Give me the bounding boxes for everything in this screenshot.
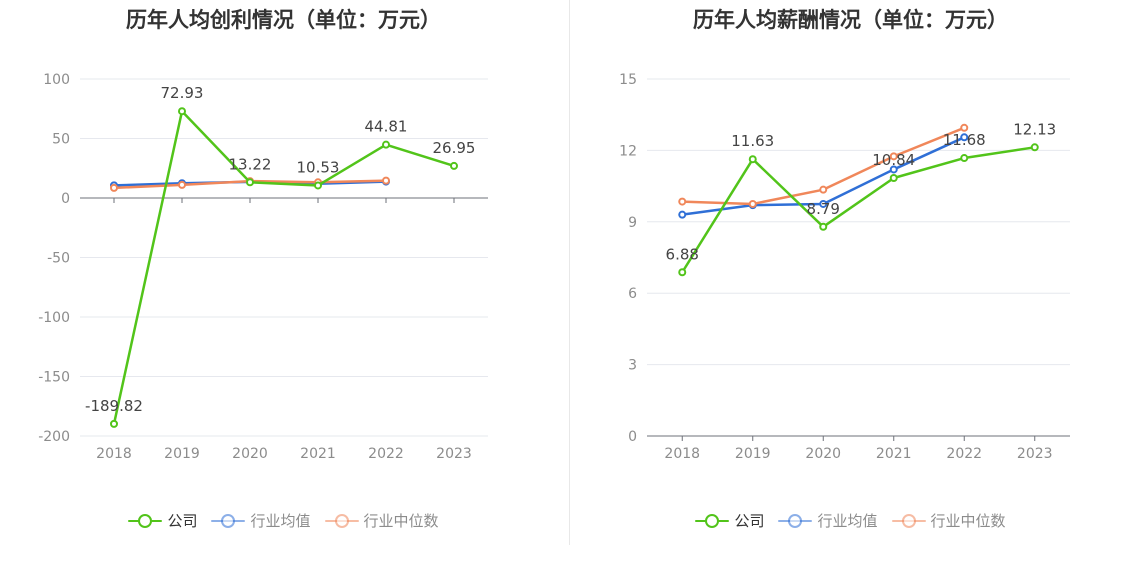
legend-item-industry-average[interactable]: 行业均值 xyxy=(211,510,311,531)
profit-chart-title: 历年人均创利情况（单位：万元） xyxy=(126,8,441,32)
legend-item-company[interactable]: 公司 xyxy=(128,510,197,531)
x-tick-label: 2021 xyxy=(876,446,912,462)
y-tick-label: 50 xyxy=(52,132,70,148)
data-point-company[interactable] xyxy=(678,268,687,277)
x-tick-label: 2020 xyxy=(232,446,268,462)
legend-swatch-company xyxy=(695,513,730,528)
data-point-industry-average[interactable] xyxy=(819,199,828,208)
legend-label-company: 公司 xyxy=(167,512,198,530)
x-tick-label: 2018 xyxy=(96,446,132,462)
data-point-company[interactable] xyxy=(382,140,390,149)
legend-item-industry-median[interactable]: 行业中位数 xyxy=(324,510,439,531)
legend-swatch-industry-average xyxy=(778,513,813,528)
x-tick-label: 2021 xyxy=(300,446,336,462)
x-tick-label: 2020 xyxy=(805,446,841,462)
y-tick-label: -100 xyxy=(38,310,70,326)
x-tick-label: 2023 xyxy=(1017,446,1053,462)
y-tick-label: -50 xyxy=(47,251,70,267)
profit-chart-panel: 历年人均创利情况（单位：万元） 100 50 0 -50 -100 -150 -200 201… xyxy=(0,8,567,531)
data-point-company[interactable] xyxy=(450,161,458,170)
salary-chart-legend: 公司 行业均值 行业中位数 xyxy=(567,510,1134,531)
x-tick-label: 2022 xyxy=(368,446,404,462)
panel-divider xyxy=(569,0,570,545)
y-tick-label: 12 xyxy=(619,143,637,159)
data-label-company: 6.88 xyxy=(666,245,699,263)
legend-label-industry-average: 行业均值 xyxy=(817,512,878,530)
data-point-industry-average[interactable] xyxy=(960,133,969,142)
legend-item-company[interactable]: 公司 xyxy=(695,510,764,531)
series-line-company xyxy=(681,146,1035,273)
legend-item-industry-average[interactable]: 行业均值 xyxy=(778,510,878,531)
data-label-company: 44.81 xyxy=(365,118,408,136)
data-point-industry-median[interactable] xyxy=(889,152,898,161)
y-tick-label: -150 xyxy=(38,370,70,386)
data-label-company: 72.93 xyxy=(161,84,204,102)
x-tick-label: 2023 xyxy=(436,446,472,462)
data-point-company[interactable] xyxy=(889,174,898,183)
y-tick-label: -200 xyxy=(38,429,70,445)
data-point-industry-average[interactable] xyxy=(678,210,687,219)
legend-label-company: 公司 xyxy=(734,512,765,530)
data-point-company[interactable] xyxy=(819,222,828,231)
legend-label-industry-average: 行业均值 xyxy=(250,512,311,530)
salary-chart-title: 历年人均薪酬情况（单位：万元） xyxy=(693,8,1008,32)
data-point-industry-median[interactable] xyxy=(110,183,118,192)
series-line-company xyxy=(112,109,455,425)
data-label-company: 11.63 xyxy=(731,132,774,150)
data-point-industry-median[interactable] xyxy=(382,176,390,185)
y-tick-label: 6 xyxy=(628,286,637,302)
y-tick-label: 0 xyxy=(628,429,637,445)
data-point-industry-median[interactable] xyxy=(178,180,186,189)
legend-label-industry-median: 行业中位数 xyxy=(363,512,439,530)
y-tick-label: 9 xyxy=(628,215,637,231)
y-tick-label: 15 xyxy=(619,72,637,88)
data-label-company: -189.82 xyxy=(85,397,143,415)
salary-chart-panel: 历年人均薪酬情况（单位：万元） 15 12 9 6 3 0 2018 2019 2020 2021… xyxy=(567,0,1134,582)
y-tick-label: 0 xyxy=(61,191,70,207)
legend-label-industry-median: 行业中位数 xyxy=(930,512,1006,530)
data-label-company: 10.84 xyxy=(872,151,915,169)
data-label-company: 26.95 xyxy=(433,139,476,157)
salary-chart-plot: 15 12 9 6 3 0 2018 2019 2020 2021 2022 2023 6.88 11.6… xyxy=(619,72,1070,462)
data-point-industry-median[interactable] xyxy=(960,123,969,132)
data-point-company[interactable] xyxy=(748,155,757,164)
legend-swatch-company xyxy=(128,513,163,528)
data-label-company: 11.68 xyxy=(943,131,986,149)
profit-chart-plot: 100 50 0 -50 -100 -150 -200 2018 2019 2020 2021 202… xyxy=(38,72,488,462)
data-label-company: 8.79 xyxy=(807,200,840,218)
data-point-company[interactable] xyxy=(110,419,118,428)
data-point-company[interactable] xyxy=(1030,143,1039,152)
legend-item-industry-median[interactable]: 行业中位数 xyxy=(891,510,1006,531)
data-label-company: 13.22 xyxy=(229,155,272,173)
x-tick-label: 2018 xyxy=(664,446,700,462)
data-point-industry-average[interactable] xyxy=(889,165,898,174)
x-tick-label: 2022 xyxy=(946,446,982,462)
y-tick-label: 3 xyxy=(628,358,637,374)
x-tick-label: 2019 xyxy=(164,446,200,462)
legend-swatch-industry-median xyxy=(324,513,359,528)
data-point-company[interactable] xyxy=(314,181,322,190)
data-label-company: 10.53 xyxy=(297,158,340,176)
data-point-company[interactable] xyxy=(246,178,254,187)
data-point-industry-median[interactable] xyxy=(678,197,687,206)
data-point-industry-median[interactable] xyxy=(748,199,757,208)
data-point-company[interactable] xyxy=(178,107,186,116)
legend-swatch-industry-average xyxy=(211,513,246,528)
legend-swatch-industry-median xyxy=(891,513,926,528)
y-tick-label: 100 xyxy=(43,72,70,88)
data-point-company[interactable] xyxy=(960,154,969,163)
data-point-industry-median[interactable] xyxy=(819,185,828,194)
data-label-company: 12.13 xyxy=(1013,120,1056,138)
x-tick-label: 2019 xyxy=(735,446,771,462)
profit-chart-legend: 公司 行业均值 行业中位数 xyxy=(0,510,567,531)
